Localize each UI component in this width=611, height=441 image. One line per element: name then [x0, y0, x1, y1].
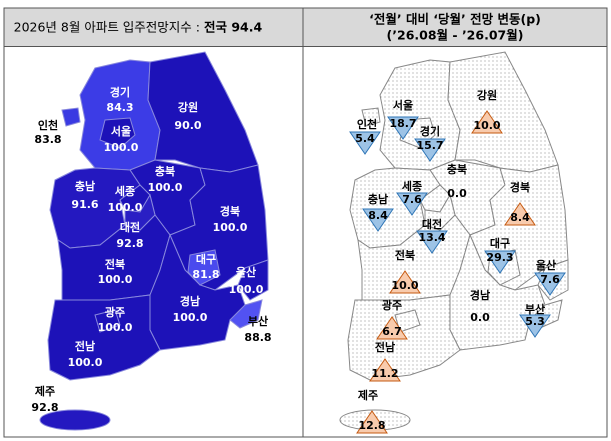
trend-up: [369, 358, 401, 382]
region-name: 울산: [236, 265, 256, 279]
region-value: 100.0: [148, 181, 183, 194]
national-index: 전국 94.4: [204, 20, 262, 35]
region-name: 경북: [220, 204, 240, 218]
region-value: 88.8: [244, 331, 271, 344]
region-value: 90.0: [174, 119, 201, 132]
change-value: 10.0: [473, 119, 500, 132]
change-value: 12.8: [358, 419, 385, 432]
trend-down: [387, 116, 419, 140]
trend-up: [389, 270, 421, 294]
region: [447, 51, 559, 173]
region-name: 제주: [358, 388, 378, 402]
change-value: 11.2: [371, 367, 398, 380]
trend-down: [534, 272, 566, 296]
region-name: 서울: [111, 124, 131, 138]
region-name: 세종: [115, 184, 135, 198]
region-value: 100.0: [98, 273, 133, 286]
trend-up: [471, 110, 503, 134]
left-title: 2026년 8월 아파트 입주전망지수 :: [14, 20, 200, 35]
change-value: 10.0: [391, 279, 418, 292]
region-name: 제주: [35, 384, 55, 398]
change-value: 13.4: [418, 231, 445, 244]
region-value: 100.0: [68, 356, 103, 369]
left-map: [39, 51, 269, 431]
right-subtitle: (’26.08월 - ’26.07월): [387, 28, 524, 43]
region-name: 경남: [470, 288, 490, 302]
change-value: 7.6: [540, 273, 560, 286]
region-name: 전남: [375, 340, 395, 354]
region-value: 100.0: [229, 283, 264, 296]
region-name: 강원: [477, 88, 497, 102]
frame: [3, 7, 608, 438]
region-value: 100.0: [98, 321, 133, 334]
region-name: 대구: [490, 236, 510, 250]
region-name: 세종: [402, 179, 422, 193]
region-value: 83.8: [34, 133, 61, 146]
region-name: 인천: [38, 118, 58, 132]
region-name: 경기: [420, 124, 440, 138]
region-value: 100.0: [213, 221, 248, 234]
trend-up: [504, 202, 536, 226]
change-value: 29.3: [486, 251, 513, 264]
change-value: 7.6: [402, 193, 422, 206]
region: [61, 107, 81, 127]
region-name: 충남: [368, 192, 388, 206]
region-name: 전북: [105, 257, 125, 271]
region-name: 강원: [178, 100, 198, 114]
region-value: 100.0: [108, 201, 143, 214]
region-name: 충북: [155, 164, 175, 178]
region-name: 서울: [393, 98, 413, 112]
header-bg: [303, 8, 607, 47]
region-value: 100.0: [104, 141, 139, 154]
change-value: 15.7: [416, 139, 443, 152]
trend-down: [362, 208, 394, 232]
region-value: 100.0: [173, 311, 208, 324]
region-name: 울산: [536, 258, 556, 272]
region-name: 대전: [120, 220, 140, 234]
change-value: 6.7: [382, 325, 402, 338]
region-name: 대전: [422, 217, 442, 231]
region-name: 부산: [248, 314, 268, 328]
region-name: 인천: [357, 117, 377, 131]
change-value: 8.4: [510, 211, 530, 224]
trend-up: [376, 316, 408, 340]
trend-down: [349, 131, 381, 155]
region-value: 81.8: [192, 268, 219, 281]
region: [147, 51, 259, 173]
region-name: 부산: [525, 302, 545, 316]
region-value: 84.3: [106, 101, 133, 114]
right-title: ‘전월’ 대비 ‘당월’ 전망 변동(p): [369, 12, 541, 27]
change-value: 8.4: [368, 209, 388, 222]
trend-down: [416, 230, 448, 254]
change-value: 18.7: [389, 117, 416, 130]
trend-down: [414, 138, 446, 162]
region-name: 광주: [382, 299, 402, 312]
region-name: 충북: [447, 162, 467, 176]
region: [379, 59, 461, 171]
region-value: 91.6: [71, 198, 98, 211]
region-name: 충남: [75, 179, 95, 193]
change-value: 5.3: [525, 315, 545, 328]
region-name: 광주: [105, 306, 125, 319]
region-name: 전북: [395, 248, 415, 262]
trend-down: [519, 314, 551, 338]
region-name: 대구: [196, 252, 216, 266]
region-name: 경북: [510, 180, 530, 194]
change-value: 0.0: [470, 311, 490, 324]
region-name: 경남: [180, 294, 200, 308]
header-bg: [4, 8, 303, 47]
region-name: 경기: [110, 85, 130, 99]
region-name: 전남: [75, 339, 95, 353]
change-value: 5.4: [355, 132, 375, 145]
trend-down: [396, 192, 428, 216]
trend-up: [356, 410, 388, 434]
trend-down: [484, 250, 516, 274]
change-value: 0.0: [447, 187, 467, 200]
region-value: 92.8: [31, 401, 58, 414]
region-value: 92.8: [116, 237, 143, 250]
